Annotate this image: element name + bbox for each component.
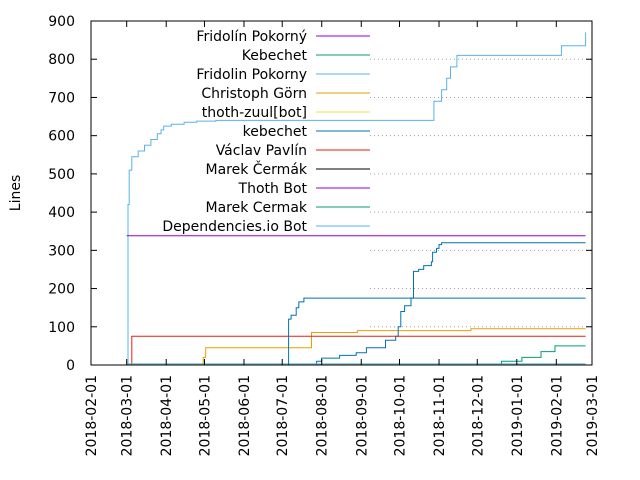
- y-tick-label: 100: [48, 320, 75, 336]
- series-line-11: [287, 297, 586, 366]
- x-axis-ticks: 2018-02-01 2018-03-01 2018-04-01 2018-05-01…: [84, 21, 601, 456]
- legend-label: thoth-zuul[bot]: [202, 105, 307, 121]
- legend-label: Thoth Bot: [238, 181, 308, 197]
- x-tick-label: 2019-01-01: [510, 375, 526, 456]
- x-tick-label: 2018-05-01: [197, 375, 213, 456]
- y-axis-label: Lines: [8, 175, 24, 211]
- x-tick-label: 2018-07-01: [275, 375, 291, 456]
- legend-label: Marek Cermak: [206, 200, 308, 216]
- x-tick-label: 2019-03-01: [585, 375, 601, 456]
- y-tick-label: 500: [48, 167, 75, 183]
- legend-label: Christoph Görn: [201, 86, 307, 102]
- y-axis-ticks: 0 100 200 300 400 500 600 700 800 900: [48, 14, 592, 374]
- series-line-5: [287, 242, 586, 366]
- plot-frame: [90, 20, 593, 366]
- x-tick-label: 2018-12-01: [470, 375, 486, 456]
- x-tick-label: 2019-02-01: [549, 375, 565, 456]
- grid-lines: [370, 58, 592, 328]
- y-tick-label: 0: [66, 358, 75, 374]
- legend-label: Marek Čermák: [206, 160, 308, 178]
- legend-label: Fridolin Pokorny: [196, 67, 307, 83]
- y-tick-label: 700: [48, 90, 75, 106]
- legend-label: Dependencies.io Bot: [162, 219, 307, 235]
- x-tick-label: 2018-09-01: [354, 375, 370, 456]
- legend-label: Václav Pavlín: [216, 143, 307, 159]
- y-tick-label: 300: [48, 243, 75, 259]
- series-line-9: [482, 345, 586, 366]
- y-tick-label: 900: [48, 14, 75, 30]
- x-tick-label: 2018-10-01: [393, 375, 409, 456]
- x-tick-label: 2018-06-01: [237, 375, 253, 456]
- y-tick-label: 200: [48, 282, 75, 298]
- x-tick-label: 2018-02-01: [84, 375, 100, 456]
- legend-label: Kebechet: [242, 48, 308, 64]
- x-tick-label: 2018-11-01: [432, 375, 448, 456]
- legend-label: kebechet: [243, 124, 308, 140]
- series-line-2: [127, 32, 587, 365]
- y-tick-label: 400: [48, 205, 75, 221]
- x-tick-label: 2018-08-01: [315, 375, 331, 456]
- y-tick-label: 600: [48, 129, 75, 145]
- legend-label: Fridolín Pokorný: [196, 29, 307, 45]
- series-line-3: [200, 328, 586, 366]
- y-tick-label: 800: [48, 52, 75, 68]
- x-tick-label: 2018-03-01: [120, 375, 136, 456]
- legend: Fridolín Pokorný Kebechet Fridolin Pokorny…: [162, 29, 370, 235]
- x-tick-label: 2018-04-01: [159, 375, 175, 456]
